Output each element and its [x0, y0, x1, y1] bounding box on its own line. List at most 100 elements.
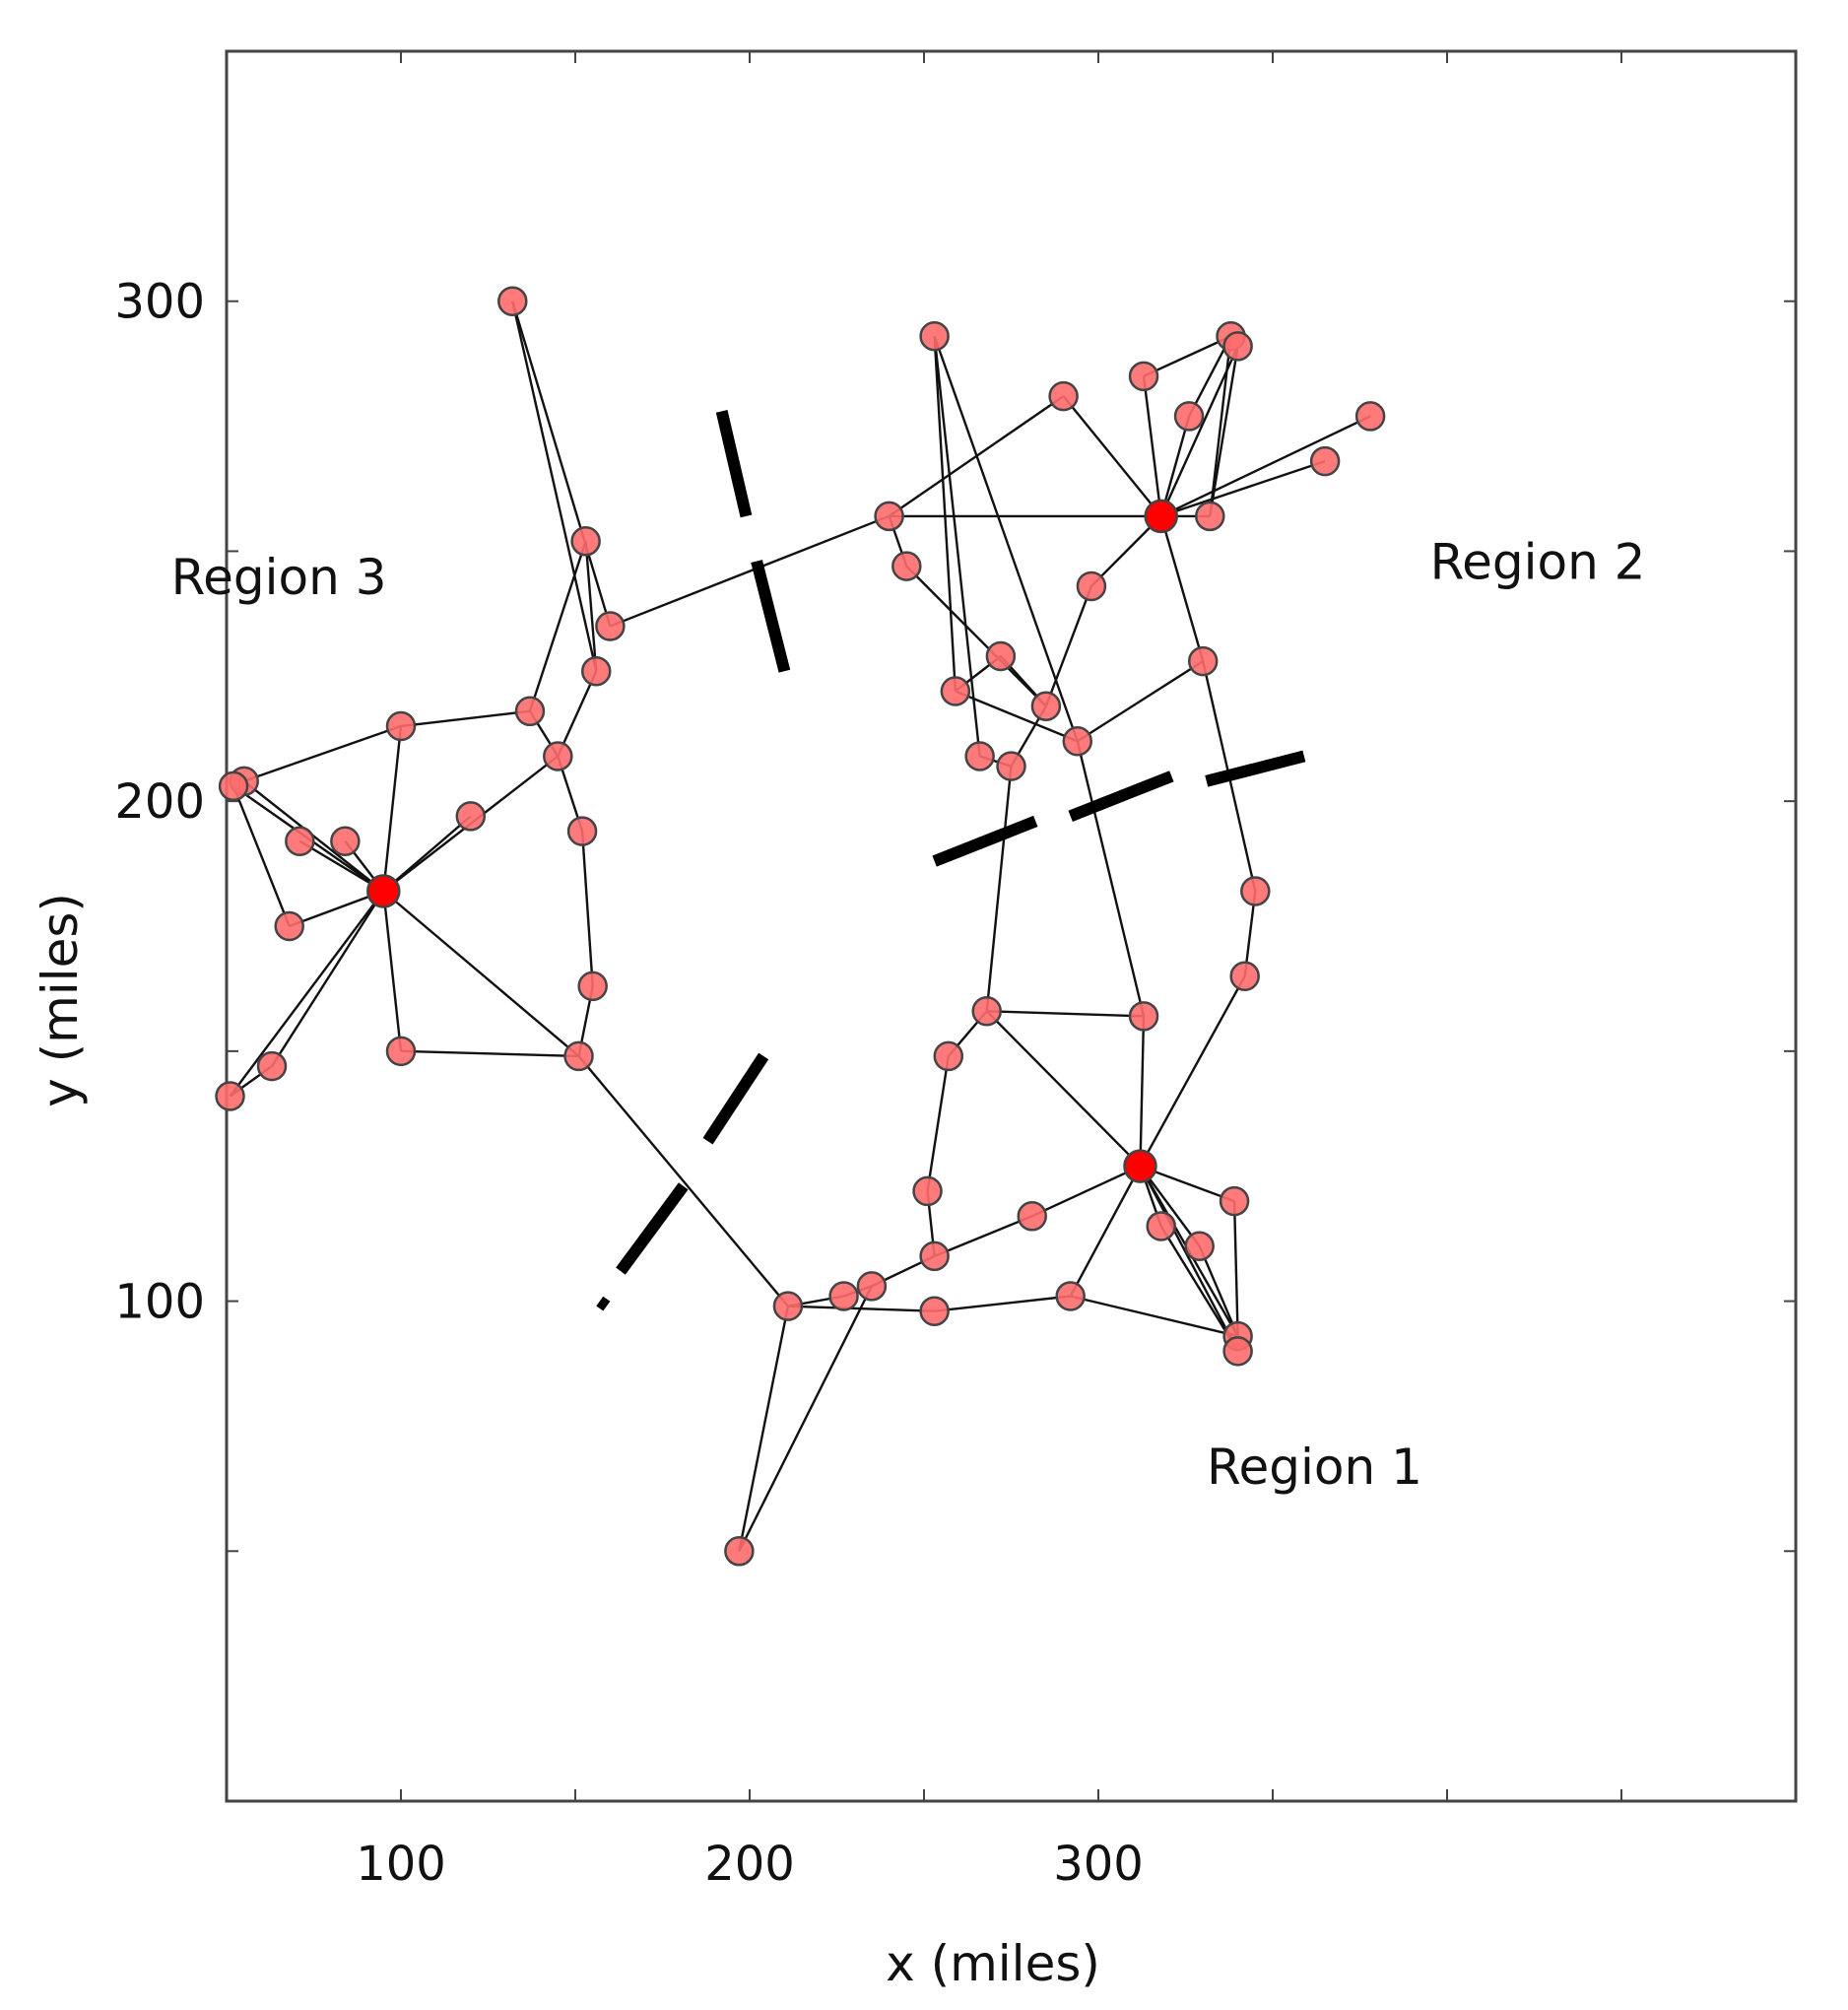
y-tick-label: 200: [114, 774, 205, 830]
network-node: [772, 1291, 804, 1321]
network-edge: [1232, 1201, 1239, 1337]
network-node: [891, 551, 922, 581]
hub-node: [1144, 499, 1178, 534]
network-edge: [511, 301, 598, 672]
y-tick-label: 300: [114, 275, 205, 330]
network-edge: [231, 785, 291, 927]
x-axis-label: x (miles): [886, 1935, 1100, 1992]
region-label: Region 3: [171, 549, 387, 606]
network-edge: [787, 1305, 935, 1312]
network-edge: [382, 815, 472, 893]
network-node: [1184, 1231, 1215, 1262]
network-edge: [1044, 585, 1093, 707]
network-edge: [1139, 1016, 1146, 1167]
x-tick-label: 300: [1053, 1837, 1144, 1892]
network-edge: [1077, 660, 1204, 743]
network-node: [256, 1050, 288, 1082]
network-node: [455, 801, 487, 832]
network-edge: [243, 724, 402, 782]
network-edge: [738, 1306, 790, 1552]
network-node: [1187, 645, 1219, 677]
network-node: [577, 971, 608, 1002]
network-node: [1146, 1211, 1176, 1241]
network-node: [1229, 961, 1260, 991]
network-edge: [1139, 975, 1246, 1168]
network-node: [724, 1536, 755, 1567]
network-node: [1062, 726, 1093, 757]
network-edge: [934, 1215, 1033, 1258]
network-edge: [985, 766, 1013, 1012]
network-edge: [1160, 459, 1326, 518]
network-edge: [557, 670, 598, 757]
region-divider-dash: [932, 815, 1038, 867]
network-node: [1048, 380, 1079, 412]
network-node: [330, 826, 361, 856]
network-node: [595, 611, 626, 641]
network-edge: [934, 1295, 1071, 1312]
network-node: [985, 640, 1017, 672]
network-node: [215, 1081, 245, 1111]
hub-node: [366, 874, 401, 908]
network-edge: [400, 1049, 579, 1058]
network-node: [1030, 691, 1062, 721]
region-divider-dash: [715, 409, 753, 518]
network-edge: [382, 725, 403, 892]
network-edge: [933, 335, 1079, 742]
region-divider-dash: [751, 560, 791, 673]
network-node: [919, 320, 950, 352]
network-node: [964, 741, 995, 771]
region-divider-dash: [702, 1052, 769, 1145]
network-edge: [1159, 345, 1239, 517]
y-tick-label: 100: [114, 1275, 205, 1330]
hub-node: [1123, 1149, 1157, 1183]
network-edge: [1209, 336, 1232, 517]
network-node: [996, 751, 1026, 781]
region-labels: Region 3 Region 2 Region 1: [171, 534, 1646, 1496]
network-node: [940, 676, 971, 706]
network-edge: [1069, 1165, 1142, 1298]
network-node: [218, 770, 249, 802]
network-node: [385, 1036, 417, 1067]
network-node: [1128, 1001, 1159, 1032]
region-divider-dash: [1205, 750, 1306, 787]
network-edge: [584, 541, 598, 672]
network-node: [285, 826, 315, 856]
network-node: [385, 710, 417, 742]
region-divider-dash: [616, 1182, 689, 1275]
network-node: [971, 996, 1002, 1027]
network-edge: [1159, 515, 1205, 662]
network-node: [1309, 445, 1341, 477]
network-edge: [400, 709, 531, 728]
network-node: [543, 741, 573, 771]
x-tick-label: 100: [356, 1837, 446, 1892]
region-divider-dash: [596, 1296, 611, 1311]
network-node: [1240, 876, 1271, 906]
network-node: [570, 526, 601, 557]
network-edge: [986, 1010, 1145, 1018]
network-edge: [926, 1055, 950, 1192]
network-edge: [229, 890, 385, 1098]
network-node: [497, 286, 528, 316]
network-edge: [933, 336, 957, 692]
network-node: [1219, 1185, 1250, 1217]
network-edge: [1160, 415, 1371, 517]
network-node: [874, 501, 904, 532]
network-edge: [985, 1010, 1142, 1168]
region-label: Region 2: [1430, 534, 1646, 591]
network-edge: [609, 514, 891, 628]
network-edge: [271, 890, 385, 1067]
network-node: [514, 696, 546, 727]
network-edge: [1139, 1166, 1239, 1352]
y-axis-label: y (miles): [32, 893, 89, 1107]
axis-ticks: [227, 51, 1796, 1801]
network-node: [1195, 501, 1225, 532]
network-edge: [933, 336, 981, 757]
network-edge: [580, 831, 594, 986]
network-node: [933, 1040, 964, 1072]
network-edge: [1142, 375, 1162, 517]
network-edge: [1143, 335, 1232, 377]
network-node: [1128, 361, 1159, 392]
network-edge: [382, 891, 403, 1051]
network-edge: [1062, 395, 1162, 517]
